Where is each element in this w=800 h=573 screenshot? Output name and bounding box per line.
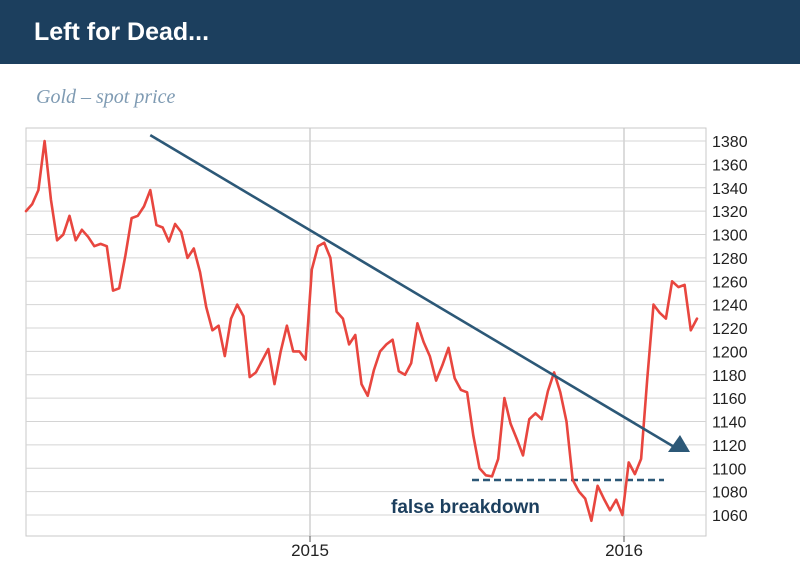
y-tick-label: 1240 [712,298,748,315]
y-tick-label: 1300 [712,228,748,245]
chart-title: Left for Dead... [34,18,210,46]
y-tick-label: 1160 [712,391,747,408]
y-tick-label: 1220 [712,321,748,338]
plot-border [25,127,707,537]
y-tick-label: 1200 [712,344,748,361]
y-tick-label: 1060 [712,508,748,525]
y-tick-label: 1380 [712,134,748,151]
header-bar: Left for Dead... [0,0,800,64]
false-breakdown-label: false breakdown [391,497,540,518]
y-tick-label: 1180 [712,368,747,385]
x-axis: 2015 2016 [291,536,643,560]
x-tick-label: 2016 [605,541,643,560]
y-tick-label: 1280 [712,251,748,268]
y-tick-label: 1320 [712,204,748,221]
series-line [24,139,699,523]
annotations: false breakdown [391,497,540,518]
trend-line [149,134,682,452]
y-axis: 1060 1080 1100 1120 1140 1160 1180 1200 1220 1240… [712,134,748,525]
price-series [24,139,699,523]
y-tick-label: 1080 [712,485,748,502]
trend-arrow-head [668,435,690,452]
trend-line-group [149,134,690,452]
vertical-grid [309,128,625,536]
x-tick-label: 2015 [291,541,329,560]
y-tick-label: 1140 [712,415,747,432]
horizontal-grid [25,127,707,537]
y-tick-label: 1340 [712,181,748,198]
chart-subtitle: Gold – spot price [36,86,176,108]
y-tick-label: 1100 [712,461,747,478]
y-tick-label: 1120 [712,438,747,455]
y-tick-label: 1260 [712,274,748,291]
y-tick-label: 1360 [712,157,748,174]
